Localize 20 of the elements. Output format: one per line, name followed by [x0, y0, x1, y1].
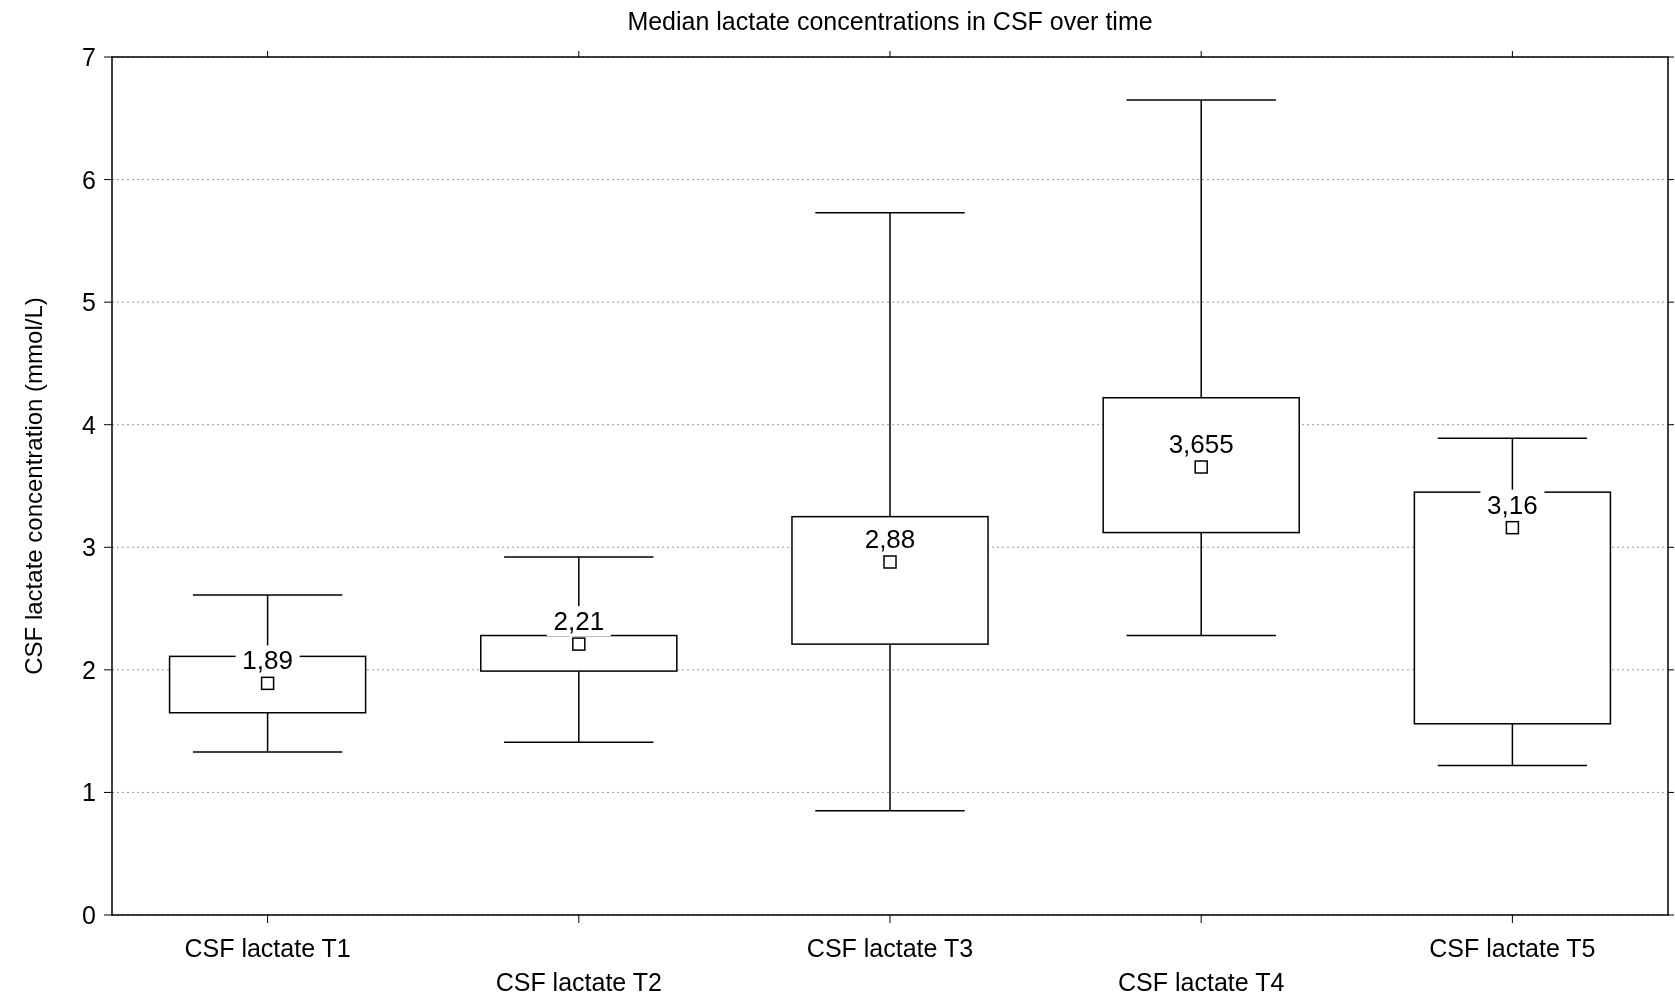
x-tick-label: CSF lactate T3 — [806, 934, 974, 962]
x-tick-label: CSF lactate T2 — [495, 968, 662, 995]
y-axis-title: CSF lactate concentration (mmol/L) — [20, 297, 47, 675]
x-tick-label: CSF lactate T4 — [1118, 968, 1285, 995]
text: 3,655 — [1168, 429, 1234, 459]
chart-title: Median lactate concentrations in CSF over time — [627, 7, 1153, 35]
y-tick-label: 5 — [82, 288, 96, 317]
text: 2,21 — [553, 606, 605, 637]
x-tick-label: CSF lactate T1 — [184, 934, 351, 962]
y-tick-label: 1 — [82, 778, 96, 807]
y-tick-label: 4 — [82, 410, 97, 439]
y-tick-label: 6 — [82, 165, 96, 194]
x-tick-label: CSF lactate T5 — [1429, 934, 1596, 962]
text: 3,16 — [1487, 489, 1538, 520]
text: 2,88 — [864, 523, 916, 554]
y-tick-label: 3 — [82, 533, 96, 562]
y-tick-label: 0 — [82, 901, 96, 929]
y-tick-label: 7 — [82, 43, 96, 71]
y-tick-label: 2 — [82, 655, 96, 684]
text: 1,89 — [242, 645, 293, 676]
